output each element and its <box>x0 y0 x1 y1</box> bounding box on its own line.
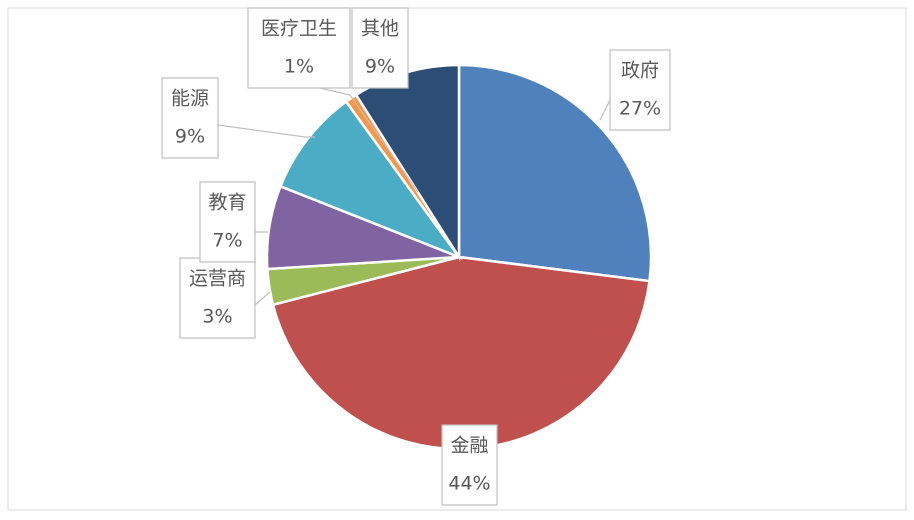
category-label: 医疗卫生 <box>261 18 337 40</box>
value-label: 9% <box>365 56 395 78</box>
label-box <box>609 49 671 131</box>
leader-line <box>599 99 611 121</box>
label-box <box>441 424 498 506</box>
category-label: 金融 <box>450 435 488 457</box>
pie <box>265 63 653 451</box>
label-box <box>199 181 256 263</box>
value-label: 3% <box>202 306 232 328</box>
leader-line <box>319 87 419 193</box>
labels: 政府 27% 金融 44% 运营商 3% 教育 7% 能源 9% 医疗卫生 1% 其他 9% <box>161 7 671 506</box>
leader-line <box>217 124 315 138</box>
label-box <box>161 77 219 159</box>
value-label: 27% <box>619 98 661 120</box>
pie-slice <box>278 99 463 260</box>
label-box <box>247 7 351 89</box>
value-label: 9% <box>175 126 205 148</box>
label-box <box>351 7 409 89</box>
pie-slice <box>457 63 653 283</box>
value-label: 7% <box>212 230 242 252</box>
value-label: 1% <box>284 56 314 78</box>
category-label: 运营商 <box>189 268 246 290</box>
value-label: 44% <box>448 473 490 495</box>
label-box <box>179 257 256 339</box>
category-label: 政府 <box>621 60 659 82</box>
category-label: 教育 <box>208 192 246 214</box>
category-label: 其他 <box>361 18 399 40</box>
leader-line <box>254 291 271 306</box>
category-label: 能源 <box>171 88 209 110</box>
